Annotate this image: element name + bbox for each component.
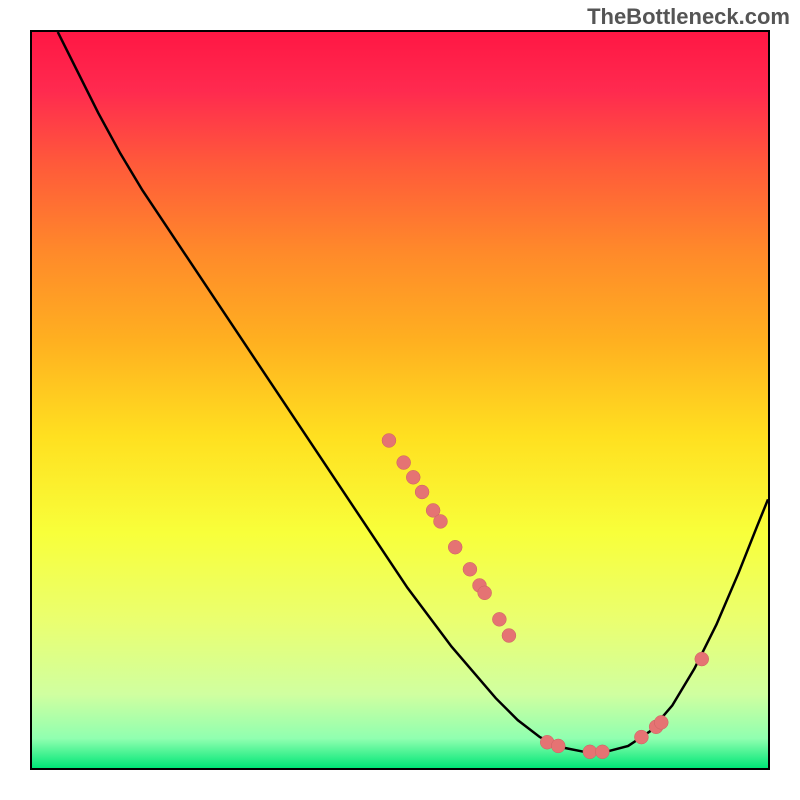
bottleneck-curve xyxy=(58,32,768,752)
data-marker xyxy=(382,434,396,448)
data-marker xyxy=(463,562,477,576)
data-marker xyxy=(595,745,609,759)
plot-area xyxy=(30,30,770,770)
data-marker xyxy=(551,739,565,753)
data-marker xyxy=(478,586,492,600)
data-marker xyxy=(502,629,516,643)
data-marker xyxy=(634,730,648,744)
data-marker xyxy=(397,456,411,470)
data-marker xyxy=(448,540,462,554)
data-marker xyxy=(434,514,448,528)
data-marker xyxy=(492,612,506,626)
data-marker xyxy=(583,745,597,759)
data-markers xyxy=(382,434,709,759)
curve-layer xyxy=(32,32,768,768)
data-marker xyxy=(406,470,420,484)
chart-container: TheBottleneck.com xyxy=(0,0,800,800)
data-marker xyxy=(415,485,429,499)
data-marker xyxy=(654,715,668,729)
data-marker xyxy=(695,652,709,666)
watermark-text: TheBottleneck.com xyxy=(587,4,790,30)
